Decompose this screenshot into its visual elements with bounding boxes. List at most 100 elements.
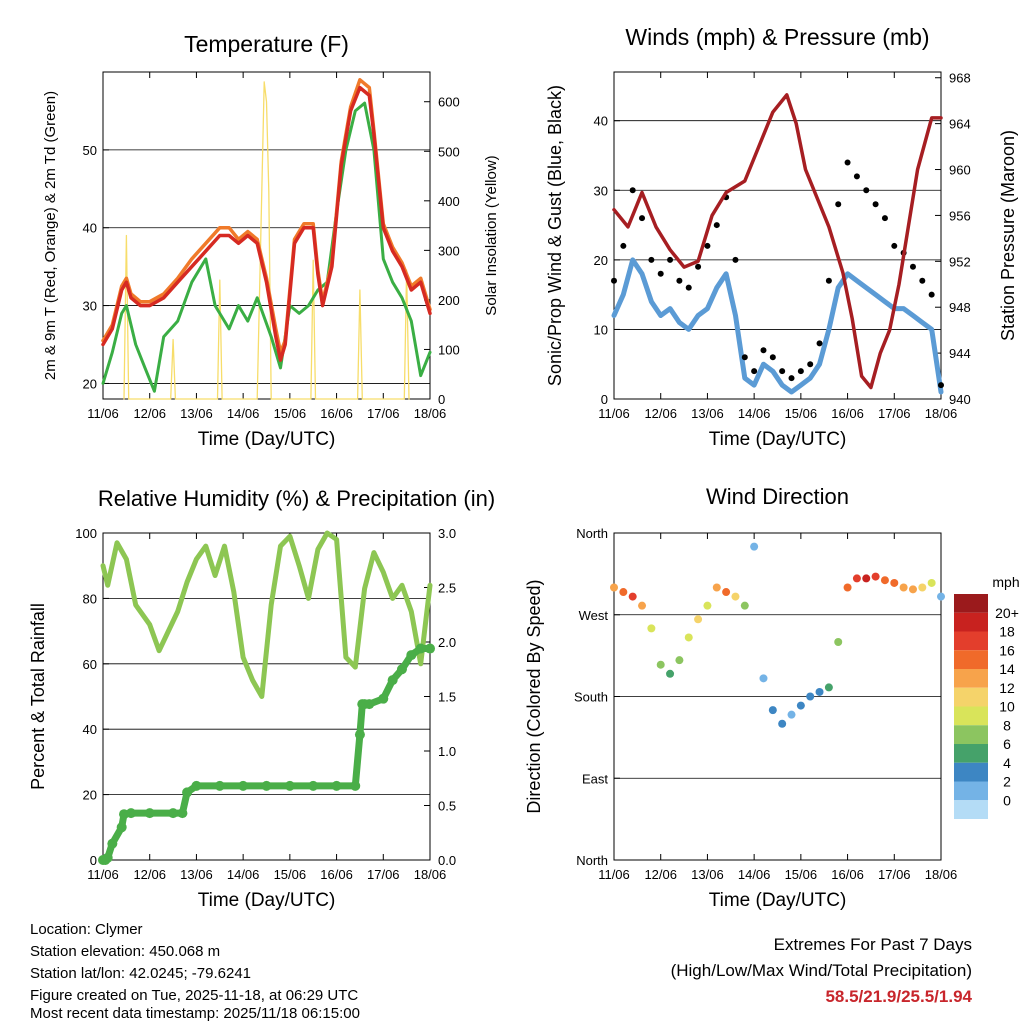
y2-axis-label: Solar Insolation (Yellow)	[483, 155, 500, 315]
extremes-title: Extremes For Past 7 Days	[773, 935, 972, 954]
direction-point	[834, 638, 843, 646]
gust-point	[751, 368, 758, 375]
elevation-text: Station elevation: 450.068 m	[30, 943, 221, 960]
gust-point	[611, 277, 617, 284]
colorbar-label: 4	[1003, 755, 1011, 771]
x-axis-label: Time (Day/UTC)	[709, 890, 847, 911]
x-tick-label: 18/06	[925, 867, 958, 882]
colorbar-swatch	[954, 612, 988, 632]
precip-point	[238, 780, 249, 791]
precip-point	[378, 693, 389, 704]
solar-insolation-line	[123, 81, 410, 400]
precip-point	[406, 650, 417, 661]
y-tick-label: 40	[594, 114, 608, 129]
gust-point	[863, 187, 870, 194]
precip-point	[308, 780, 319, 791]
direction-point	[778, 719, 787, 728]
direction-point	[806, 692, 815, 701]
x-tick-label: 17/06	[878, 867, 911, 882]
gust-point	[872, 201, 879, 208]
precip-point	[107, 838, 118, 849]
colorbar-swatch	[954, 687, 988, 707]
x-tick-label: 18/06	[414, 867, 447, 882]
precip-point	[116, 822, 127, 833]
y2-tick-label: 3.0	[438, 526, 456, 541]
x-tick-label: 13/06	[691, 867, 724, 882]
y-tick-label: 50	[83, 143, 97, 158]
y-tick-label: 10	[594, 322, 608, 337]
precip-point	[415, 643, 426, 654]
direction-point	[703, 601, 712, 610]
direction-point	[862, 574, 871, 583]
gust-point	[891, 242, 898, 249]
precip-point	[284, 780, 295, 791]
y-tick-label: 60	[83, 657, 97, 672]
colorbar-swatch	[954, 706, 988, 726]
direction-point	[824, 683, 833, 692]
x-tick-label: 12/06	[644, 867, 677, 882]
x-tick-label: 17/06	[367, 406, 400, 421]
x-tick-label: 14/06	[227, 406, 260, 421]
y2-tick-label: 0	[438, 392, 445, 407]
x-tick-label: 14/06	[738, 867, 771, 882]
gust-point	[816, 340, 823, 347]
gust-point	[835, 201, 842, 208]
y-tick-label: South	[574, 690, 608, 705]
created-text: Figure created on Tue, 2025-11-18, at 06…	[30, 987, 359, 1004]
direction-point	[628, 592, 637, 601]
chart-title: Relative Humidity (%) & Precipitation (i…	[98, 486, 495, 511]
y-axis-label: Sonic/Prop Wind & Gust (Blue, Black)	[545, 85, 565, 386]
gust-point	[676, 277, 683, 284]
precip-point	[331, 780, 342, 791]
y2-tick-label: 0.5	[438, 799, 456, 814]
gust-point	[909, 263, 916, 270]
y2-tick-label: 500	[438, 144, 460, 159]
y2-tick-label: 1.0	[438, 744, 456, 759]
colorbar-label: 0	[1003, 792, 1011, 808]
colorbar-swatch	[954, 762, 988, 782]
precip-point	[182, 787, 193, 798]
gust-point	[919, 277, 926, 284]
x-tick-label: 16/06	[831, 867, 864, 882]
x-axis-label: Time (Day/UTC)	[198, 429, 336, 450]
colorbar-swatch	[954, 631, 988, 651]
direction-point	[610, 583, 618, 592]
y-tick-label: 20	[83, 788, 97, 803]
gust-point	[732, 256, 739, 263]
y-tick-label: 30	[83, 299, 97, 314]
colorbar-swatch	[954, 650, 988, 669]
x-tick-label: 12/06	[133, 406, 166, 421]
y2-tick-label: 944	[949, 346, 971, 361]
direction-point	[712, 583, 721, 592]
colorbar-swatch	[954, 725, 988, 744]
colorbar-swatch	[954, 781, 988, 801]
dewpoint-2m-line	[101, 101, 432, 393]
direction-point	[740, 601, 749, 610]
colorbar-swatch	[954, 594, 988, 613]
gust-point	[648, 256, 655, 263]
gust-point	[881, 215, 888, 222]
colorbar-label: 2	[1003, 774, 1011, 790]
plot-temperature	[102, 71, 431, 400]
x-tick-label: 11/06	[598, 406, 630, 421]
y2-tick-label: 960	[949, 163, 971, 178]
y2-tick-label: 200	[438, 293, 460, 308]
direction-point	[768, 706, 777, 715]
y-tick-label: East	[582, 771, 608, 786]
y2-tick-label: 956	[949, 208, 971, 223]
temperature-2m-line	[101, 85, 432, 362]
x-tick-label: 18/06	[925, 406, 958, 421]
direction-point	[815, 687, 824, 696]
y2-tick-label: 948	[949, 300, 971, 315]
chart-title: Temperature (F)	[184, 31, 349, 57]
y-tick-label: West	[579, 608, 609, 623]
colorbar-label: 12	[999, 680, 1015, 696]
y2-tick-label: 600	[438, 95, 460, 110]
extremes-subtitle: (High/Low/Max Wind/Total Precipitation)	[670, 961, 972, 980]
colorbar-swatch	[954, 669, 988, 688]
precip-point	[261, 780, 272, 791]
colorbar-swatch	[954, 744, 988, 763]
direction-point	[908, 585, 917, 594]
y-tick-label: 20	[83, 376, 97, 391]
y-tick-label: 20	[594, 253, 608, 268]
